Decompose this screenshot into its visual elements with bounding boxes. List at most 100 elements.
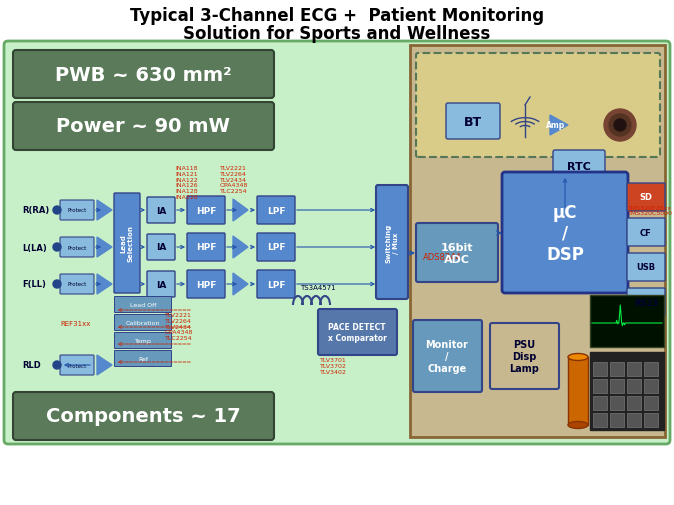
Bar [593, 379, 607, 393]
Text: CF: CF [640, 228, 652, 237]
FancyBboxPatch shape [115, 351, 171, 367]
Bar [610, 413, 624, 427]
Text: Calibration: Calibration [126, 320, 160, 325]
Text: Protect: Protect [67, 245, 87, 250]
Bar [610, 396, 624, 410]
Text: IA: IA [156, 243, 166, 252]
FancyBboxPatch shape [147, 197, 175, 224]
Text: RLD: RLD [22, 361, 40, 370]
FancyBboxPatch shape [115, 315, 171, 331]
Text: BT: BT [464, 115, 482, 128]
Text: Components ~ 17: Components ~ 17 [46, 407, 241, 426]
Polygon shape [97, 356, 112, 375]
FancyBboxPatch shape [376, 186, 408, 299]
FancyBboxPatch shape [115, 297, 171, 313]
Text: F(LL): F(LL) [22, 280, 46, 289]
Text: HPF: HPF [196, 243, 216, 252]
Polygon shape [233, 274, 248, 295]
FancyBboxPatch shape [318, 310, 397, 356]
Bar [568, 358, 588, 425]
Bar [593, 413, 607, 427]
Text: TLV2221
TLV2264
TLV2434
OPA4348
TLC2254: TLV2221 TLV2264 TLV2434 OPA4348 TLC2254 [220, 166, 249, 194]
Text: TLV2221
TLV2264
TLV2434
OPA4348
TLC2254: TLV2221 TLV2264 TLV2434 OPA4348 TLC2254 [165, 313, 193, 340]
Text: ADS8344: ADS8344 [423, 253, 462, 262]
Circle shape [614, 120, 626, 132]
Text: Protect: Protect [67, 282, 87, 287]
FancyBboxPatch shape [502, 173, 628, 293]
FancyBboxPatch shape [13, 103, 274, 150]
FancyBboxPatch shape [187, 196, 225, 225]
Circle shape [53, 280, 61, 288]
Text: IA: IA [156, 280, 166, 289]
FancyBboxPatch shape [627, 288, 665, 316]
Text: Solution for Sports and Wellness: Solution for Sports and Wellness [183, 25, 491, 43]
Polygon shape [97, 200, 112, 221]
Bar [627, 362, 641, 376]
Text: Temp: Temp [135, 338, 152, 343]
Text: PACE DETECT
x Comparator: PACE DETECT x Comparator [328, 323, 386, 342]
Circle shape [609, 115, 631, 137]
Text: Lead Off: Lead Off [130, 302, 156, 308]
Text: Power ~ 90 mW: Power ~ 90 mW [56, 117, 230, 136]
FancyBboxPatch shape [114, 193, 140, 293]
Text: USB: USB [636, 263, 656, 272]
Bar [593, 362, 607, 376]
Ellipse shape [568, 422, 588, 429]
FancyBboxPatch shape [257, 196, 295, 225]
Bar [627, 379, 641, 393]
Bar [627, 396, 641, 410]
Polygon shape [97, 237, 112, 258]
FancyBboxPatch shape [413, 320, 482, 392]
Text: Protect: Protect [67, 363, 87, 368]
Text: Amp: Amp [547, 120, 565, 129]
Text: L(LA): L(LA) [22, 243, 47, 252]
Circle shape [53, 207, 61, 215]
Bar [644, 413, 658, 427]
Bar [644, 362, 658, 376]
Bar [590, 295, 664, 347]
FancyBboxPatch shape [627, 254, 665, 281]
Text: Switching
/ Mux: Switching / Mux [386, 223, 398, 262]
Text: Monitor
/
Charge: Monitor / Charge [425, 340, 468, 373]
Text: TLV3701
TLV3702
TLV3402: TLV3701 TLV3702 TLV3402 [320, 358, 347, 374]
Polygon shape [97, 274, 112, 294]
FancyBboxPatch shape [115, 333, 171, 349]
Text: LPF: LPF [267, 280, 285, 289]
Bar [610, 362, 624, 376]
FancyBboxPatch shape [187, 233, 225, 262]
FancyBboxPatch shape [147, 272, 175, 297]
FancyBboxPatch shape [187, 271, 225, 298]
Bar [644, 396, 658, 410]
Text: SD: SD [640, 193, 652, 202]
Polygon shape [233, 199, 248, 222]
Polygon shape [550, 116, 568, 136]
Text: Typical 3-Channel ECG +  Patient Monitoring: Typical 3-Channel ECG + Patient Monitori… [130, 7, 544, 25]
Text: PWB ~ 630 mm²: PWB ~ 630 mm² [55, 65, 231, 84]
FancyBboxPatch shape [553, 150, 605, 183]
Text: Lead
Selection: Lead Selection [121, 225, 133, 262]
FancyBboxPatch shape [60, 237, 94, 258]
Bar [590, 352, 664, 430]
FancyBboxPatch shape [416, 224, 498, 282]
FancyBboxPatch shape [147, 234, 175, 261]
Bar [610, 379, 624, 393]
Text: Ref: Ref [138, 357, 148, 361]
FancyBboxPatch shape [60, 200, 94, 221]
Circle shape [53, 361, 61, 369]
FancyBboxPatch shape [416, 54, 660, 158]
FancyBboxPatch shape [627, 219, 665, 246]
Text: PSU
Disp
Lamp: PSU Disp Lamp [509, 340, 539, 373]
Text: Protect: Protect [67, 208, 87, 213]
Bar [644, 379, 658, 393]
FancyBboxPatch shape [13, 392, 274, 440]
FancyBboxPatch shape [257, 233, 295, 262]
FancyBboxPatch shape [257, 271, 295, 298]
Bar [593, 396, 607, 410]
Ellipse shape [568, 354, 588, 361]
Text: RS23: RS23 [634, 298, 658, 307]
Text: R(RA): R(RA) [22, 206, 49, 215]
Text: HPF: HPF [196, 280, 216, 289]
FancyBboxPatch shape [627, 184, 665, 212]
FancyBboxPatch shape [4, 42, 670, 444]
Text: HPF: HPF [196, 206, 216, 215]
